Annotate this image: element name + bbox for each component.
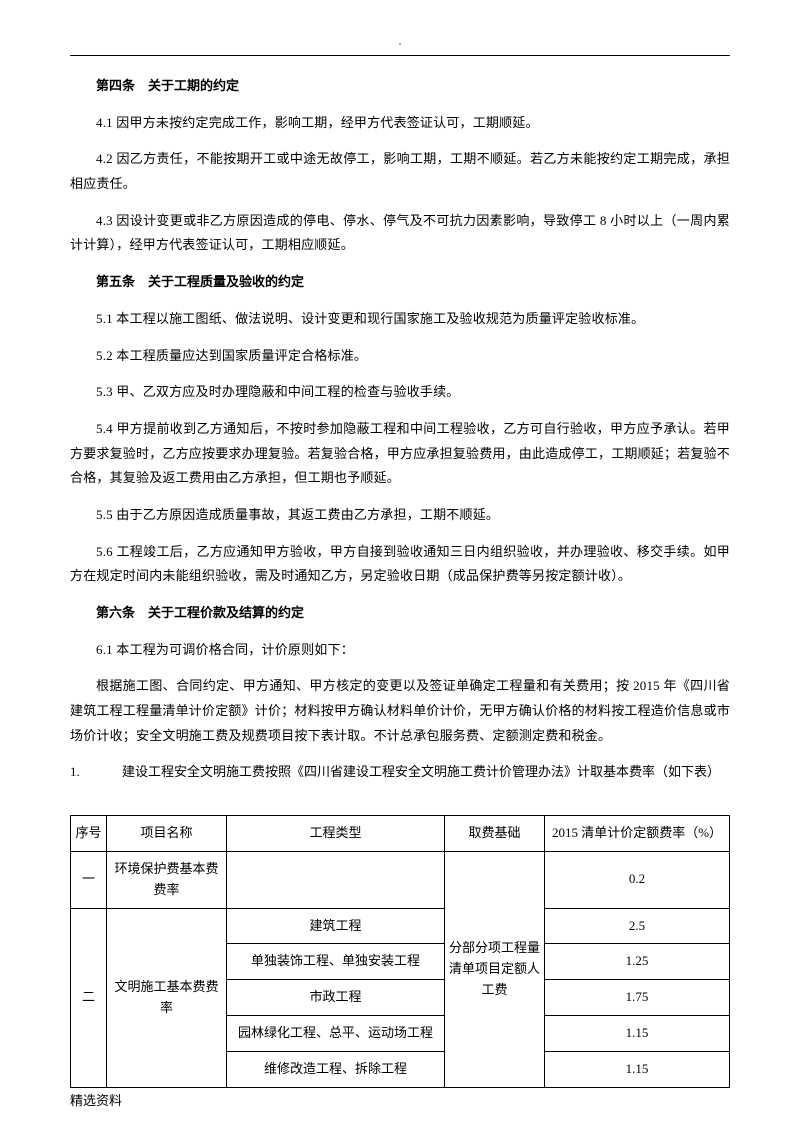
cell-type-2e: 维修改造工程、拆除工程 — [227, 1051, 445, 1087]
para-5-3: 5.3 甲、乙双方应及时办理隐蔽和中间工程的检查与验收手续。 — [70, 380, 730, 405]
table-header-row: 序号 项目名称 工程类型 取费基础 2015 清单计价定额费率（%） — [71, 816, 730, 852]
cell-name-2: 文明施工基本费费率 — [107, 908, 227, 1087]
cell-basis: 分部分项工程量清单项目定额人工费 — [445, 851, 545, 1087]
section-4-title: 第四条 关于工期的约定 — [70, 74, 730, 99]
numbered-item-1: 1. 建设工程安全文明施工费按照《四川省建设工程安全文明施工费计价管理办法》计取基… — [70, 760, 730, 785]
th-rate: 2015 清单计价定额费率（%） — [545, 816, 730, 852]
para-4-2: 4.2 因乙方责任，不能按期开工或中途无故停工，影响工期，工期不顺延。若乙方未能… — [70, 147, 730, 196]
table-row: 二 文明施工基本费费率 建筑工程 2.5 — [71, 908, 730, 944]
section-5-title: 第五条 关于工程质量及验收的约定 — [70, 270, 730, 295]
cell-rate-2c: 1.75 — [545, 980, 730, 1016]
table-row: 一 环境保护费基本费费率 分部分项工程量清单项目定额人工费 0.2 — [71, 851, 730, 908]
cell-type-2b: 单独装饰工程、单独安装工程 — [227, 944, 445, 980]
th-name: 项目名称 — [107, 816, 227, 852]
cell-rate-2a: 2.5 — [545, 908, 730, 944]
para-5-4: 5.4 甲方提前收到乙方通知后，不按时参加隐蔽工程和中间工程验收，乙方可自行验收… — [70, 417, 730, 491]
para-4-1: 4.1 因甲方未按约定完成工作，影响工期，经甲方代表签证认可，工期顺延。 — [70, 111, 730, 136]
item-number: 1. — [70, 760, 96, 785]
cell-rate-1: 0.2 — [545, 851, 730, 908]
para-5-6: 5.6 工程竣工后，乙方应通知甲方验收，甲方自接到验收通知三日内组织验收，并办理… — [70, 540, 730, 589]
th-basis: 取费基础 — [445, 816, 545, 852]
item-text: 建设工程安全文明施工费按照《四川省建设工程安全文明施工费计价管理办法》计取基本费… — [122, 764, 720, 779]
cell-type-2a: 建筑工程 — [227, 908, 445, 944]
footer-text: 精选资料 — [70, 1089, 122, 1114]
cell-type-2d: 园林绿化工程、总平、运动场工程 — [227, 1015, 445, 1051]
top-mark: ' — [399, 38, 401, 57]
fee-rate-table: 序号 项目名称 工程类型 取费基础 2015 清单计价定额费率（%） 一 环境保… — [70, 815, 730, 1087]
para-6-1: 6.1 本工程为可调价格合同，计价原则如下： — [70, 638, 730, 663]
section-6-title: 第六条 关于工程价款及结算的约定 — [70, 601, 730, 626]
para-4-3: 4.3 因设计变更或非乙方原因造成的停电、停水、停气及不可抗力因素影响，导致停工… — [70, 209, 730, 258]
th-type: 工程类型 — [227, 816, 445, 852]
para-5-2: 5.2 本工程质量应达到国家质量评定合格标准。 — [70, 344, 730, 369]
cell-name-1: 环境保护费基本费费率 — [107, 851, 227, 908]
th-seq: 序号 — [71, 816, 107, 852]
cell-type-2c: 市政工程 — [227, 980, 445, 1016]
cell-type-1 — [227, 851, 445, 908]
para-5-5: 5.5 由于乙方原因造成质量事故，其返工费由乙方承担，工期不顺延。 — [70, 503, 730, 528]
para-5-1: 5.1 本工程以施工图纸、做法说明、设计变更和现行国家施工及验收规范为质量评定验… — [70, 307, 730, 332]
cell-seq-2: 二 — [71, 908, 107, 1087]
cell-rate-2d: 1.15 — [545, 1015, 730, 1051]
para-6-2: 根据施工图、合同约定、甲方通知、甲方核定的变更以及签证单确定工程量和有关费用；按… — [70, 674, 730, 748]
cell-rate-2b: 1.25 — [545, 944, 730, 980]
cell-rate-2e: 1.15 — [545, 1051, 730, 1087]
cell-seq-1: 一 — [71, 851, 107, 908]
